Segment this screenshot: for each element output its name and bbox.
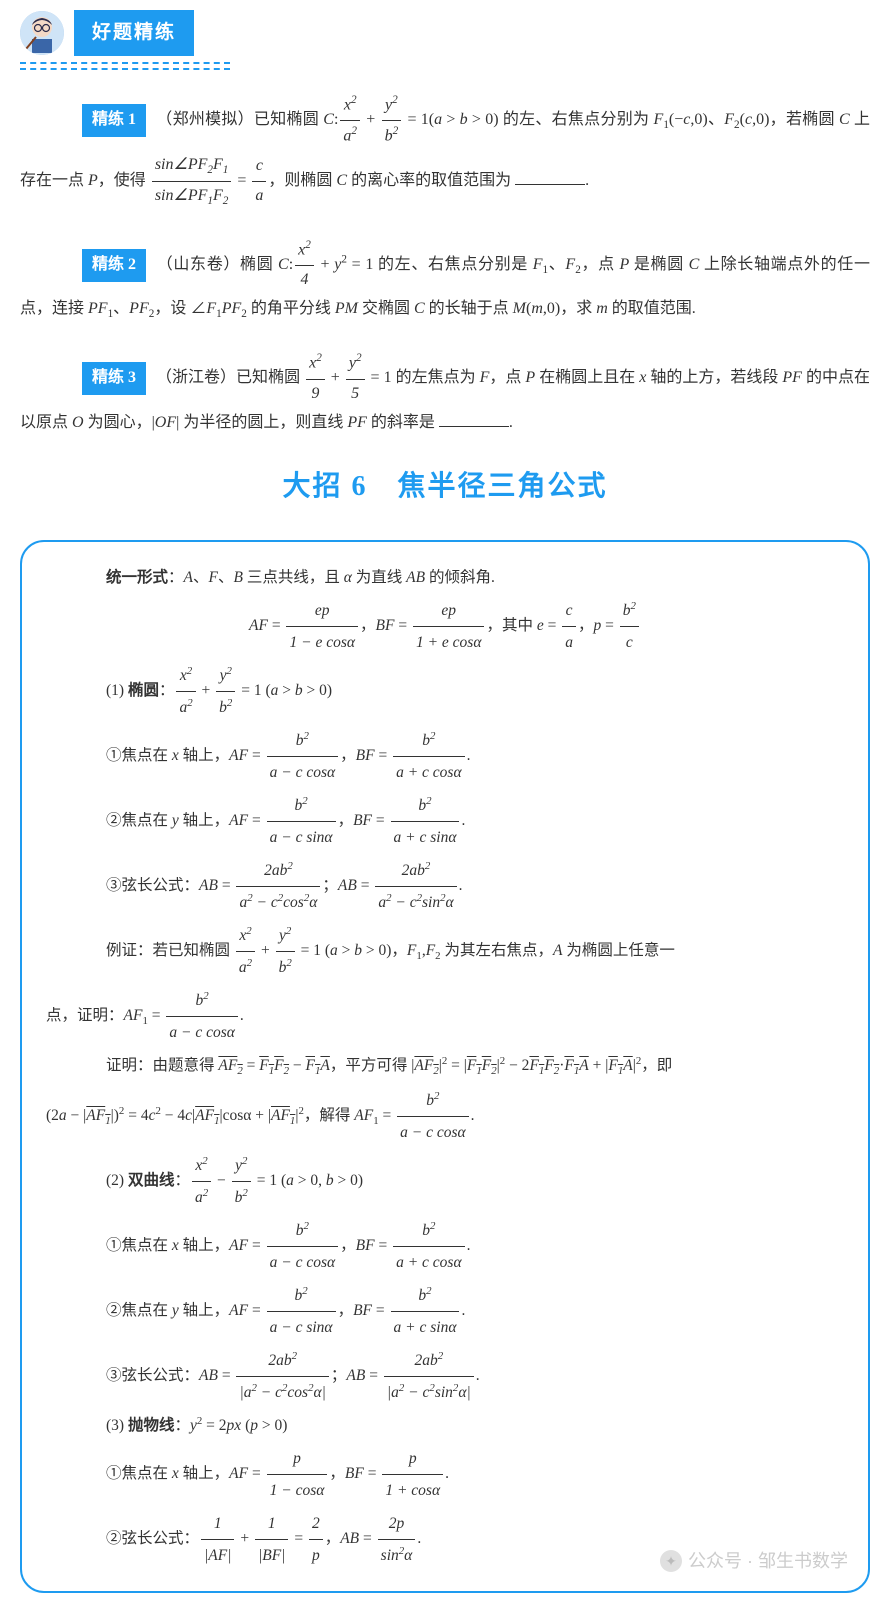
divider-icon	[20, 62, 230, 70]
box-line-14: (3) 抛物线：y2 = 2px (p > 0)	[46, 1410, 844, 1441]
box-line-5: ③弦长公式：AB = 2ab2a2 − c2cos2α；AB = 2ab2a2 …	[46, 855, 844, 918]
header: 好题精练	[20, 10, 870, 56]
problem-body: （郑州模拟）已知椭圆 C:x2a2 + y2b2 = 1(a > b > 0) …	[20, 111, 870, 188]
problem-3: 精练 3 （浙江卷）已知椭圆 x29 + y25 = 1 的左焦点为 F，点 P…	[20, 348, 870, 437]
problem-2: 精练 2 （山东卷）椭圆 C:x24 + y2 = 1 的左、右焦点分别是 F1…	[20, 235, 870, 324]
box-line-2: (1) 椭圆：x2a2 + y2b2 = 1 (a > b > 0)	[46, 660, 844, 723]
avatar-icon	[20, 11, 64, 55]
problem-list: 精练 1 （郑州模拟）已知椭圆 C:x2a2 + y2b2 = 1(a > b …	[20, 90, 870, 438]
box-line-13: ③弦长公式：AB = 2ab2|a2 − c2cos2α|；AB = 2ab2|…	[46, 1345, 844, 1408]
box-line-1: AF = ep1 − e cosα，BF = ep1 + e cosα，其中 e…	[46, 595, 844, 658]
problem-tag: 精练 1	[82, 104, 146, 137]
problem-1: 精练 1 （郑州模拟）已知椭圆 C:x2a2 + y2b2 = 1(a > b …	[20, 90, 870, 211]
problem-tag: 精练 3	[82, 362, 146, 395]
formula-box: 统一形式：A、F、B 三点共线，且 α 为直线 AB 的倾斜角.AF = ep1…	[20, 540, 870, 1593]
problem-tag: 精练 2	[82, 249, 146, 282]
box-line-10: (2) 双曲线：x2a2 − y2b2 = 1 (a > 0, b > 0)	[46, 1150, 844, 1213]
problem-body: （浙江卷）已知椭圆 x29 + y25 = 1 的左焦点为 F，点 P 在椭圆上…	[20, 369, 870, 431]
box-line-12: ②焦点在 y 轴上，AF = b2a − c sinα，BF = b2a + c…	[46, 1280, 844, 1343]
box-line-4: ②焦点在 y 轴上，AF = b2a − c sinα，BF = b2a + c…	[46, 790, 844, 853]
box-line-11: ①焦点在 x 轴上，AF = b2a − c cosα，BF = b2a + c…	[46, 1215, 844, 1278]
banner-title: 好题精练	[74, 10, 194, 56]
box-line-9: (2a − |AF1|)2 = 4c2 − 4c|AF1|cosα + |AF1…	[46, 1085, 844, 1148]
box-line-0: 统一形式：A、F、B 三点共线，且 α 为直线 AB 的倾斜角.	[46, 562, 844, 593]
section-title: 大招 6 焦半径三角公式	[20, 462, 870, 512]
box-line-6: 例证：若已知椭圆 x2a2 + y2b2 = 1 (a > b > 0)，F1,…	[46, 920, 844, 983]
box-line-3: ①焦点在 x 轴上，AF = b2a − c cosα，BF = b2a + c…	[46, 725, 844, 788]
problem-body: （山东卷）椭圆 C:x24 + y2 = 1 的左、右焦点分别是 F1、F2，点…	[20, 256, 870, 317]
box-line-7: 点，证明：AF1 = b2a − c cosα.	[46, 985, 844, 1048]
box-line-16: ②弦长公式：1|AF| + 1|BF| = 2p，AB = 2psin2α.	[46, 1508, 844, 1571]
box-line-15: ①焦点在 x 轴上，AF = p1 − cosα，BF = p1 + cosα.	[46, 1443, 844, 1506]
box-line-8: 证明：由题意得 AF2 = F1F2 − F1A，平方可得 |AF2|2 = |…	[46, 1050, 844, 1083]
